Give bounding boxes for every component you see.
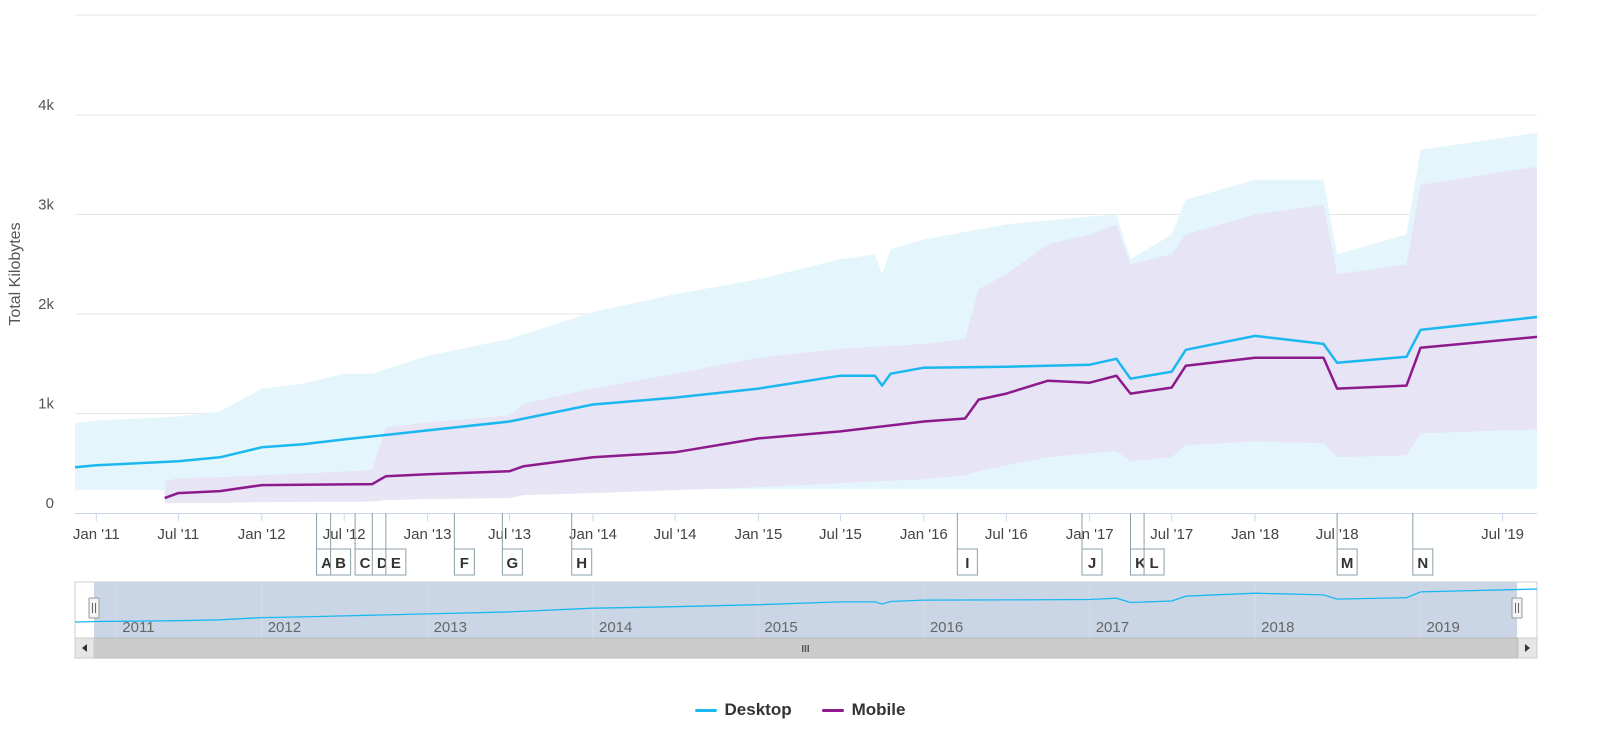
flag-label: H [576, 555, 587, 572]
x-tick-label: Jul '19 [1481, 526, 1524, 543]
x-tick-label: Jul '14 [654, 526, 697, 543]
legend-swatch-desktop [694, 708, 717, 712]
x-tick-label: Jan '16 [900, 526, 948, 543]
navigator-year-label: 2018 [1261, 619, 1294, 636]
flag-label: I [965, 555, 969, 572]
y-tick-label: 4k [38, 97, 54, 114]
series-line-mobile [164, 335, 1538, 500]
legend: Desktop Mobile [0, 696, 1600, 724]
flag-box [1412, 548, 1434, 576]
flag-e[interactable]: E [385, 548, 407, 576]
y-axis-title: Total Kilobytes [7, 222, 24, 325]
legend-item-desktop[interactable]: Desktop [694, 700, 792, 720]
flag-label: L [1149, 555, 1158, 572]
flag-box [453, 548, 475, 576]
flag-box [501, 548, 523, 576]
flag-j[interactable]: J [1081, 548, 1103, 576]
chart-canvas: 0 1k 2k 3k 4k Total Kilobytes Jan '11 Jul '11 Ja… [7, 14, 1538, 659]
navigator-handle-right[interactable] [1511, 597, 1523, 619]
flag-label: F [460, 555, 469, 572]
legend-label-desktop: Desktop [724, 700, 792, 719]
handle-box [1511, 597, 1523, 619]
x-tick-label: Jul '11 [157, 526, 199, 543]
y-tick-label: 0 [46, 495, 54, 512]
y-tick-label: 1k [38, 396, 54, 413]
scrollbar-grip-icon: III [801, 644, 810, 655]
flag-box [1081, 548, 1103, 576]
navigator-year-label: 2012 [268, 619, 301, 636]
y-tick-label: 3k [38, 197, 54, 214]
flag-label: G [507, 555, 519, 572]
x-tick-label: Jan '18 [1231, 526, 1279, 543]
x-tick-label: Jul '13 [488, 526, 531, 543]
scroll-left-arrow[interactable] [74, 637, 95, 659]
x-tick-label: Jan '11 [73, 526, 120, 543]
flag-label: D [377, 555, 388, 572]
flag-g[interactable]: G [501, 548, 523, 576]
flag-box [1336, 548, 1358, 576]
series-line-desktop [74, 315, 1538, 469]
flag-h[interactable]: H [571, 548, 593, 576]
flag-label: J [1088, 555, 1096, 572]
flag-box [571, 548, 593, 576]
handle-box [88, 597, 100, 619]
navigator-year-label: 2017 [1096, 619, 1129, 636]
flag-label: M [1341, 555, 1354, 572]
x-tick-label: Jul '17 [1150, 526, 1193, 543]
flag-box [385, 548, 407, 576]
legend-swatch-mobile [821, 708, 844, 712]
flag-label: B [335, 555, 346, 572]
chevron-left-icon [82, 644, 87, 652]
flag-label: C [360, 555, 371, 572]
flag-box [1143, 548, 1165, 576]
navigator-year-label: 2014 [599, 619, 632, 636]
flag-label: K [1135, 555, 1146, 572]
navigator-handle-left[interactable] [88, 597, 100, 619]
range-band-mobile [164, 166, 1538, 504]
x-tick-label: Jan '17 [1066, 526, 1114, 543]
flag-label: N [1417, 555, 1428, 572]
navigator-year-label: 2016 [930, 619, 963, 636]
flag-m[interactable]: M [1336, 548, 1358, 576]
flag-b[interactable]: B [330, 548, 352, 576]
flag-f[interactable]: F [453, 548, 475, 576]
x-tick-label: Jul '12 [323, 526, 366, 543]
x-tick-label: Jan '12 [238, 526, 286, 543]
navigator-year-label: 2011 [122, 619, 154, 636]
legend-label-mobile: Mobile [851, 700, 906, 719]
flag-box [956, 548, 978, 576]
flag-label: A [321, 555, 332, 572]
x-tick-label: Jul '16 [985, 526, 1028, 543]
x-tick-label: Jan '15 [734, 526, 782, 543]
navigator-series-line [74, 588, 1538, 623]
flag-l[interactable]: L [1143, 548, 1165, 576]
flag-i[interactable]: I [956, 548, 978, 576]
navigator-year-label: 2019 [1427, 619, 1460, 636]
flag-n[interactable]: N [1412, 548, 1434, 576]
y-tick-label: 2k [38, 296, 54, 313]
flag-label: E [391, 555, 401, 572]
flag-box [330, 548, 352, 576]
x-tick-label: Jan '14 [569, 526, 617, 543]
chevron-right-icon [1525, 644, 1530, 652]
scroll-right-arrow[interactable] [1517, 637, 1538, 659]
navigator-year-label: 2015 [764, 619, 797, 636]
legend-item-mobile[interactable]: Mobile [821, 700, 906, 720]
x-tick-label: Jul '15 [819, 526, 862, 543]
x-tick-label: Jan '13 [404, 526, 452, 543]
navigator-selection [94, 582, 1517, 638]
navigator-year-label: 2013 [434, 619, 467, 636]
